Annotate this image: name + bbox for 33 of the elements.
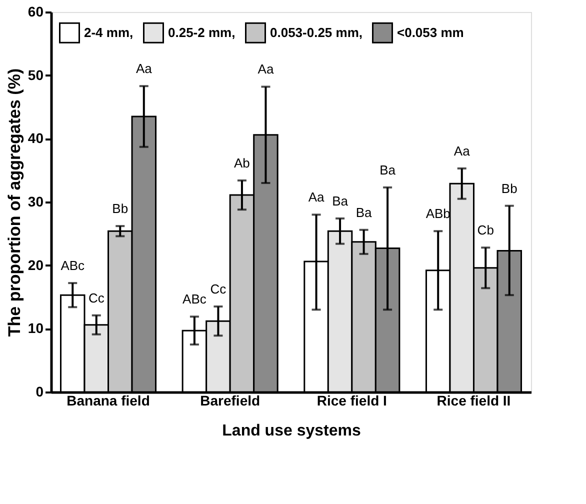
y-tick-label: 10 bbox=[28, 320, 44, 336]
annotation: Bb bbox=[112, 201, 128, 216]
x-tick-label: Barefield bbox=[200, 392, 260, 408]
x-tick-label: Banana field bbox=[66, 392, 150, 408]
annotation: Aa bbox=[136, 61, 153, 76]
legend-label: <0.053 mm bbox=[397, 24, 464, 40]
annotation: ABc bbox=[60, 258, 86, 274]
legend-label: 2-4 mm, bbox=[84, 24, 134, 40]
x-tick-label: Rice field I bbox=[316, 392, 387, 408]
annotation: Ba bbox=[356, 204, 373, 220]
annotation: Cc bbox=[88, 290, 105, 306]
y-tick-label: 30 bbox=[28, 194, 44, 210]
annotation: Aa bbox=[308, 190, 325, 205]
y-tick-label: 0 bbox=[36, 384, 44, 400]
legend-label: 0.053-0.25 mm, bbox=[270, 24, 363, 40]
y-tick-label: 20 bbox=[28, 256, 44, 273]
annotation: ABc bbox=[182, 292, 207, 307]
y-tick-label: 50 bbox=[28, 66, 44, 83]
y-axis-title: The proportion of aggregates (%) bbox=[4, 68, 24, 337]
x-axis-title: Land use systems bbox=[222, 422, 361, 440]
y-tick-label: 60 bbox=[28, 4, 44, 20]
annotation: Cc bbox=[210, 282, 227, 296]
legend-label: 0.25-2 mm, bbox=[168, 24, 236, 40]
annotation: Cb bbox=[477, 222, 494, 238]
annotation: Ba bbox=[380, 162, 396, 178]
annotation: Bb bbox=[501, 180, 518, 196]
y-tick-label: 40 bbox=[28, 130, 44, 146]
annotation: Ba bbox=[332, 193, 349, 208]
x-tick-label: Rice field II bbox=[436, 392, 511, 408]
annotation: Ab bbox=[234, 155, 250, 170]
annotation: ABb bbox=[426, 206, 450, 222]
annotation: Aa bbox=[454, 143, 471, 158]
annotation: Aa bbox=[258, 62, 274, 77]
